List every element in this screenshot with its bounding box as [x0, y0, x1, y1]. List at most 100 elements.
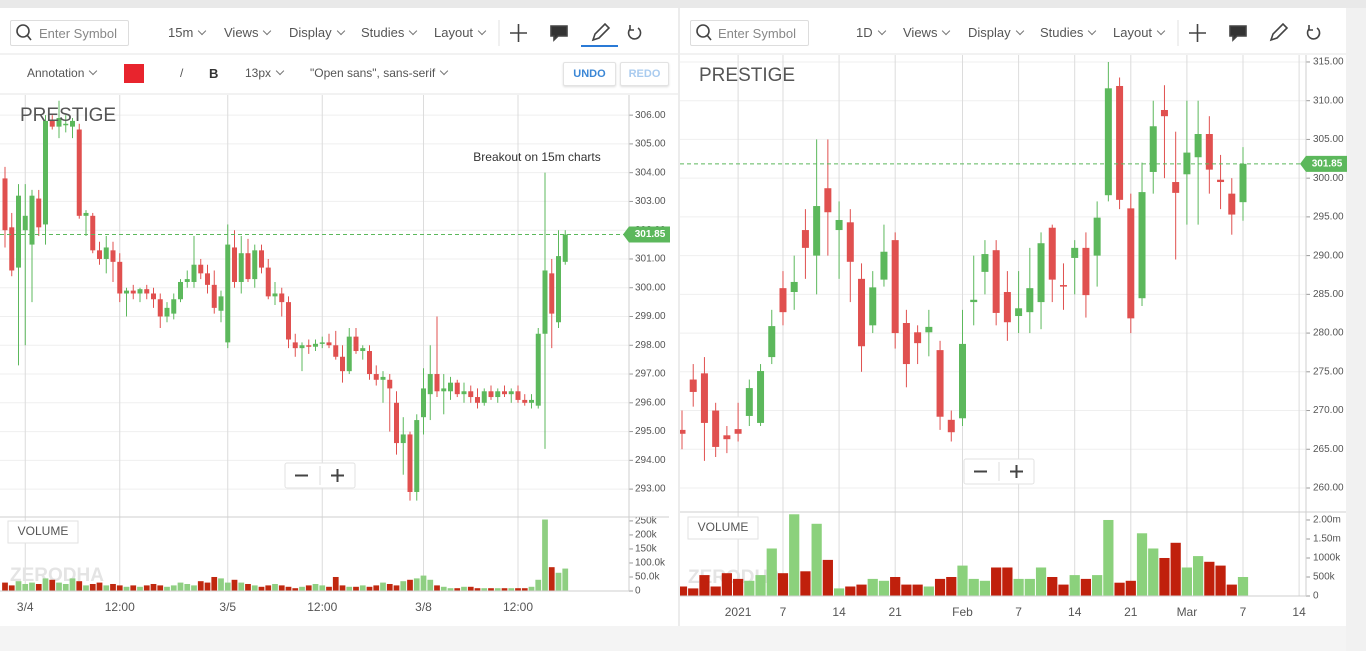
y-tick-label: 293.00 — [635, 484, 666, 495]
volume-bar — [845, 586, 856, 596]
volume-bar — [76, 581, 83, 591]
redo-button[interactable]: REDO — [620, 62, 669, 86]
volume-bar — [346, 586, 353, 591]
candle-body — [1228, 193, 1236, 215]
font-family[interactable]: "Open sans", sans-serif — [310, 66, 447, 80]
axes-left: 293.00 294.00 295.00 296.00 297.00 298.00 299.… — [0, 95, 670, 614]
menu[interactable]: Display — [289, 25, 344, 40]
volume-bar — [542, 519, 548, 591]
candle-body — [1104, 88, 1112, 196]
candle-body — [535, 333, 541, 406]
candle-body — [63, 123, 69, 126]
volume-bar — [164, 586, 170, 591]
volume-bar — [1237, 576, 1249, 596]
search-placeholder[interactable]: Enter Symbol — [718, 26, 797, 41]
volume-bar — [744, 580, 755, 596]
symbol-search[interactable] — [690, 20, 809, 46]
volume-bar — [312, 583, 319, 591]
volume-bar — [319, 585, 326, 591]
x-tick-label: Feb — [952, 605, 973, 619]
volume-bar — [454, 588, 461, 591]
candle-body — [1059, 285, 1067, 287]
candle-body — [76, 129, 82, 216]
candle-body — [326, 342, 332, 346]
y-tick-label: 285.00 — [1313, 289, 1344, 300]
volume-bar — [901, 584, 912, 596]
volume-bar — [197, 581, 204, 591]
menu[interactable]: Layout — [434, 25, 485, 40]
candle-body — [373, 374, 379, 380]
menu[interactable]: Views — [224, 25, 270, 40]
candle-body — [488, 391, 494, 398]
volume-bar — [461, 586, 467, 591]
volume-bar — [353, 586, 359, 591]
undo-button[interactable]: UNDO — [563, 62, 616, 86]
volume-bar — [732, 578, 744, 596]
candle-body — [97, 250, 102, 259]
y-tick-label: 295.00 — [635, 426, 666, 437]
candle-body — [1026, 288, 1034, 313]
axes-right: 260.00 265.00 270.00 275.00 280.00 285.00 290.… — [680, 55, 1347, 619]
volume-bar — [373, 585, 380, 591]
volume-tick-label: 0 — [635, 586, 641, 597]
candle-body — [481, 391, 487, 403]
volume-tick-label: 250k — [635, 516, 658, 527]
line-style[interactable]: / — [180, 66, 184, 80]
candle-body — [502, 391, 507, 395]
volume-bar — [245, 583, 251, 591]
volume-bar — [137, 586, 143, 591]
candle-body — [745, 388, 753, 416]
volume-bar — [110, 583, 116, 591]
volume-bar — [2, 582, 8, 591]
volume-bar — [393, 585, 400, 591]
interval-menu[interactable]: 1D — [856, 25, 885, 40]
volume-bar — [224, 582, 231, 591]
toolbar-icons[interactable] — [696, 22, 1321, 42]
volume-bar — [1125, 580, 1136, 596]
volume-bar — [238, 582, 245, 591]
menu[interactable]: Views — [903, 25, 949, 40]
volume-bar — [833, 588, 845, 596]
font-size[interactable]: 13px — [245, 66, 283, 80]
toolbar-icons[interactable] — [16, 22, 642, 47]
candle-body — [508, 391, 514, 395]
y-tick-label: 270.00 — [1313, 405, 1344, 416]
y-tick-label: 310.00 — [1313, 95, 1344, 106]
volume-bar — [856, 584, 867, 596]
interval-menu[interactable]: 15m — [168, 25, 205, 40]
candle-body — [902, 323, 910, 365]
menu[interactable]: Layout — [1113, 25, 1164, 40]
volume-bar — [96, 582, 103, 591]
volume-bar — [777, 573, 789, 596]
volume-tick-label: 1.50m — [1313, 534, 1341, 545]
volume-bar — [305, 585, 312, 591]
candle-body — [124, 290, 129, 294]
symbol-search[interactable] — [10, 20, 129, 46]
volume-bar — [991, 567, 1002, 596]
annotation-tool[interactable]: Annotation — [27, 66, 96, 80]
menu[interactable]: Display — [968, 25, 1023, 40]
candle-body — [279, 293, 285, 303]
menu[interactable]: Studies — [1040, 25, 1095, 40]
volume-bar — [339, 585, 346, 591]
zoom-controls[interactable] — [284, 462, 356, 489]
scrollbar — [1346, 8, 1366, 651]
color-swatch[interactable] — [124, 64, 144, 83]
x-tick-label: 14 — [832, 605, 846, 619]
y-tick-label: 294.00 — [635, 455, 666, 466]
menu[interactable]: Studies — [361, 25, 416, 40]
candle-body — [313, 343, 318, 347]
volume-bar — [957, 565, 968, 596]
search-placeholder[interactable]: Enter Symbol — [39, 26, 118, 41]
volume-bar — [521, 588, 528, 591]
volume-bar — [535, 579, 542, 591]
x-tick-label: 7 — [1240, 605, 1247, 619]
volume-bar — [1181, 567, 1193, 596]
bold-toggle[interactable]: B — [209, 66, 219, 81]
candle-body — [1205, 134, 1213, 170]
candle-body — [1037, 243, 1045, 303]
volume-bar — [1204, 561, 1215, 596]
zoom-controls[interactable] — [963, 458, 1035, 485]
candle-body — [835, 219, 843, 231]
